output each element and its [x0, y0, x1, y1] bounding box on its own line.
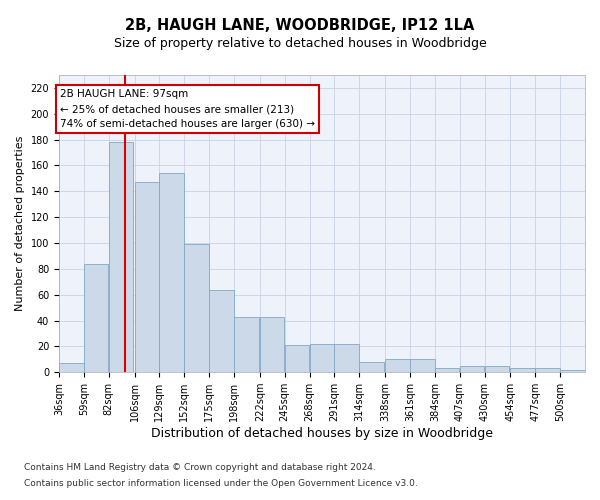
Bar [385, 360, 410, 372]
Bar [560, 370, 585, 372]
X-axis label: Distribution of detached houses by size in Woodbridge: Distribution of detached houses by size … [151, 427, 493, 440]
Text: Size of property relative to detached houses in Woodbridge: Size of property relative to detached ho… [113, 38, 487, 51]
Bar [359, 362, 384, 372]
Bar [184, 244, 209, 372]
Bar [511, 368, 535, 372]
Bar [310, 344, 334, 372]
Bar [460, 366, 484, 372]
Bar [410, 360, 434, 372]
Bar [234, 316, 259, 372]
Bar [334, 344, 359, 372]
Bar [109, 142, 133, 372]
Text: 2B HAUGH LANE: 97sqm
← 25% of detached houses are smaller (213)
74% of semi-deta: 2B HAUGH LANE: 97sqm ← 25% of detached h… [60, 89, 315, 129]
Bar [435, 368, 460, 372]
Bar [535, 368, 560, 372]
Bar [84, 264, 109, 372]
Bar [160, 173, 184, 372]
Bar [209, 290, 233, 372]
Y-axis label: Number of detached properties: Number of detached properties [15, 136, 25, 312]
Bar [134, 182, 159, 372]
Text: Contains public sector information licensed under the Open Government Licence v3: Contains public sector information licen… [24, 478, 418, 488]
Text: 2B, HAUGH LANE, WOODBRIDGE, IP12 1LA: 2B, HAUGH LANE, WOODBRIDGE, IP12 1LA [125, 18, 475, 32]
Bar [485, 366, 509, 372]
Bar [59, 363, 83, 372]
Bar [260, 316, 284, 372]
Text: Contains HM Land Registry data © Crown copyright and database right 2024.: Contains HM Land Registry data © Crown c… [24, 464, 376, 472]
Bar [284, 345, 310, 372]
